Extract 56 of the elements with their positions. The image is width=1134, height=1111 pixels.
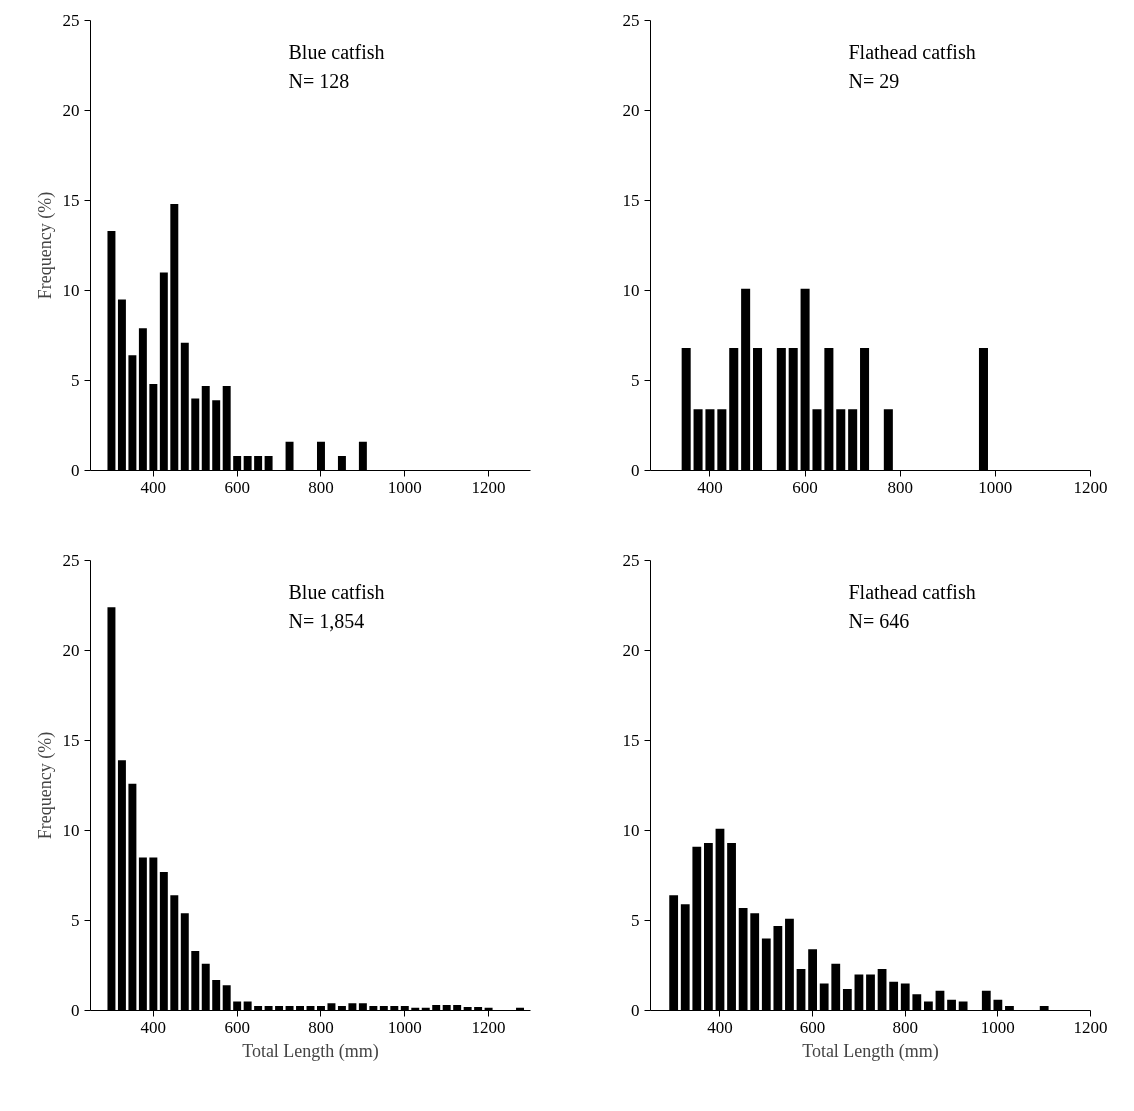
y-tick-label: 25 bbox=[62, 11, 80, 30]
y-tick-label: 10 bbox=[622, 821, 640, 840]
x-tick-label: 400 bbox=[707, 1017, 733, 1037]
x-tick-label: 400 bbox=[140, 477, 167, 497]
annotation: Flathead catfish bbox=[848, 581, 976, 603]
y-tick-label: 20 bbox=[62, 101, 80, 120]
x-tick-label: 600 bbox=[792, 477, 818, 497]
y-tick-label: 5 bbox=[631, 911, 640, 930]
x-axis-title: Total Length (mm) bbox=[802, 1040, 939, 1062]
y-tick-label: 5 bbox=[71, 371, 80, 390]
x-tick-label: 1200 bbox=[471, 1017, 506, 1037]
x-tick-label: 1000 bbox=[980, 1017, 1015, 1037]
annotation: N= 128 bbox=[288, 70, 350, 93]
y-tick-label: 10 bbox=[62, 821, 80, 840]
y-tick-label: 5 bbox=[631, 371, 640, 390]
y-axis-title: Frequency (%) bbox=[34, 731, 56, 840]
y-tick-label: 10 bbox=[622, 281, 640, 300]
y-tick-label: 0 bbox=[71, 1001, 80, 1020]
annotation: N= 29 bbox=[848, 70, 900, 93]
y-tick-label: 15 bbox=[622, 191, 640, 210]
annotation: Blue catfish bbox=[288, 41, 385, 63]
y-tick-label: 0 bbox=[631, 461, 640, 480]
y-tick-label: 15 bbox=[62, 191, 80, 210]
y-tick-label: 20 bbox=[622, 641, 640, 660]
x-tick-label: 800 bbox=[892, 1017, 918, 1037]
x-tick-label: 1000 bbox=[387, 477, 422, 497]
x-tick-label: 1000 bbox=[978, 477, 1013, 497]
x-tick-label: 1200 bbox=[1073, 1017, 1108, 1037]
y-tick-label: 25 bbox=[622, 11, 640, 30]
annotation: N= 646 bbox=[848, 610, 910, 633]
y-tick-label: 5 bbox=[71, 911, 80, 930]
x-tick-label: 600 bbox=[224, 1017, 250, 1037]
y-tick-label: 25 bbox=[622, 551, 640, 570]
x-tick-label: 800 bbox=[887, 477, 913, 497]
x-tick-label: 400 bbox=[697, 477, 723, 497]
x-tick-label: 1000 bbox=[387, 1017, 422, 1037]
x-tick-label: 600 bbox=[799, 1017, 826, 1037]
y-axis-title: Frequency (%) bbox=[34, 191, 56, 300]
x-tick-label: 800 bbox=[308, 477, 334, 497]
x-tick-label: 1200 bbox=[1073, 477, 1108, 497]
y-tick-label: 20 bbox=[622, 101, 640, 120]
annotation: Blue catfish bbox=[288, 581, 385, 603]
x-tick-label: 800 bbox=[308, 1017, 334, 1037]
x-tick-label: 600 bbox=[224, 477, 250, 497]
y-tick-label: 0 bbox=[71, 461, 80, 480]
y-tick-label: 15 bbox=[62, 731, 80, 750]
y-tick-label: 0 bbox=[631, 1001, 640, 1020]
annotation: Flathead catfish bbox=[848, 41, 976, 63]
y-tick-label: 15 bbox=[622, 731, 640, 750]
x-axis-title: Total Length (mm) bbox=[242, 1040, 379, 1062]
x-tick-label: 400 bbox=[140, 1017, 167, 1037]
annotation: N= 1,854 bbox=[288, 610, 365, 633]
y-tick-label: 20 bbox=[62, 641, 80, 660]
y-tick-label: 25 bbox=[62, 551, 80, 570]
x-tick-label: 1200 bbox=[471, 477, 506, 497]
y-tick-label: 10 bbox=[62, 281, 80, 300]
